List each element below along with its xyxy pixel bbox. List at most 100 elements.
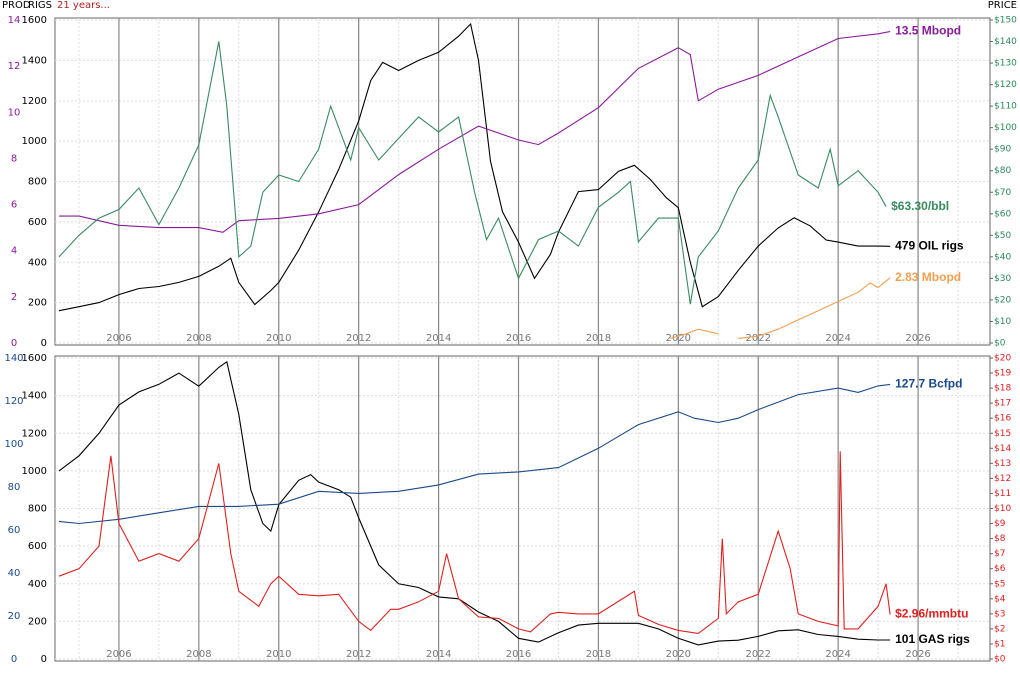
price-tick-label: $19 (994, 369, 1011, 379)
price-tick-label: $6 (994, 564, 1006, 574)
x-tick-label: 2010 (266, 333, 291, 344)
price-tick-label: $15 (994, 429, 1011, 439)
x-tick-label: 2006 (106, 333, 131, 344)
prod-tick-label: 12 (8, 61, 21, 72)
price-tick-label: $8 (994, 534, 1006, 544)
prod-tick-label: 80 (8, 482, 21, 493)
x-tick-label: 2020 (666, 333, 691, 344)
price-axis-title: PRICE (988, 0, 1017, 11)
price-tick-label: $100 (994, 123, 1017, 133)
rigs-tick-label: 600 (28, 541, 47, 552)
x-tick-label: 2026 (905, 333, 930, 344)
rigs-tick-label: 800 (28, 504, 47, 515)
rigs-tick-label: 1200 (22, 96, 47, 107)
price-tick-label: $17 (994, 399, 1011, 409)
series-line (58, 41, 887, 305)
price-tick-label: $13 (994, 459, 1011, 469)
x-tick-label: 2018 (586, 649, 611, 660)
rigs-tick-label: 400 (28, 579, 47, 590)
note: 21 years... (57, 0, 110, 11)
series-line (58, 383, 891, 525)
price-tick-label: $1 (994, 639, 1005, 649)
price-tick-label: $70 (994, 188, 1011, 198)
x-tick-label: 2010 (266, 649, 291, 660)
prod-tick-label: 100 (4, 439, 23, 450)
price-tick-label: $10 (994, 317, 1011, 327)
price-tick-label: $20 (994, 295, 1011, 305)
x-tick-label: 2012 (346, 333, 371, 344)
x-tick-label: 2026 (905, 649, 930, 660)
price-tick-label: $110 (994, 102, 1017, 112)
prod-tick-label: 120 (4, 396, 23, 407)
series-line (59, 30, 891, 233)
x-tick-label: 2016 (506, 649, 531, 660)
price-tick-label: $40 (994, 252, 1011, 262)
rigs-axis-title: RIGS (28, 0, 52, 11)
rigs-tick-label: 600 (28, 217, 47, 228)
price-tick-label: $11 (994, 489, 1011, 499)
rigs-tick-label: 0 (41, 654, 47, 665)
rigs-tick-label: 1600 (22, 15, 47, 26)
series-label: 127.7 Bcfpd (895, 377, 962, 391)
x-tick-label: 2018 (586, 333, 611, 344)
price-tick-label: $30 (994, 274, 1011, 284)
rigs-tick-label: 0 (41, 338, 47, 349)
prod-tick-label: 60 (8, 525, 21, 536)
price-tick-label: $50 (994, 231, 1011, 241)
series-line (58, 451, 891, 634)
x-tick-label: 2020 (666, 649, 691, 660)
series-label: $63.30/bbl (891, 199, 949, 213)
prod-axis-title: PROD (2, 0, 31, 11)
prod-tick-label: 6 (11, 200, 17, 211)
series-line (58, 360, 891, 646)
price-tick-label: $0 (994, 339, 1006, 349)
price-tick-label: $140 (994, 37, 1017, 47)
series-label: $2.96/mmbtu (895, 607, 968, 621)
x-tick-label: 2014 (426, 649, 451, 660)
prod-tick-label: 10 (8, 107, 21, 118)
series-label: 2.83 Mbopd (895, 270, 961, 284)
price-tick-label: $14 (994, 444, 1011, 454)
rigs-tick-label: 1000 (22, 136, 47, 147)
prod-tick-label: 14 (8, 15, 21, 26)
rigs-tick-label: 1400 (22, 55, 47, 66)
x-tick-label: 2006 (106, 649, 131, 660)
price-tick-label: $12 (994, 474, 1011, 484)
x-tick-label: 2024 (825, 333, 850, 344)
x-tick-label: 2022 (746, 649, 771, 660)
x-tick-label: 2014 (426, 333, 451, 344)
x-tick-label: 2008 (186, 649, 211, 660)
price-tick-label: $16 (994, 414, 1011, 424)
price-tick-label: $2 (994, 624, 1005, 634)
price-tick-label: $7 (994, 549, 1005, 559)
rigs-tick-label: 400 (28, 257, 47, 268)
series-label: 13.5 Mbopd (895, 24, 961, 38)
x-tick-label: 2008 (186, 333, 211, 344)
x-tick-label: 2016 (506, 333, 531, 344)
price-tick-label: $130 (994, 59, 1017, 69)
price-tick-label: $80 (994, 166, 1011, 176)
price-tick-label: $5 (994, 579, 1005, 589)
prod-tick-label: 140 (4, 353, 23, 364)
rigs-tick-label: 1400 (22, 391, 47, 402)
rigs-tick-label: 800 (28, 177, 47, 188)
price-tick-label: $10 (994, 504, 1011, 514)
price-tick-label: $9 (994, 519, 1006, 529)
prod-tick-label: 2 (11, 292, 17, 303)
prod-tick-label: 4 (11, 246, 17, 257)
price-tick-label: $60 (994, 209, 1011, 219)
x-tick-label: 2012 (346, 649, 371, 660)
series-label: 479 OIL rigs (895, 238, 964, 252)
price-tick-label: $3 (994, 609, 1005, 619)
series-line (670, 277, 891, 339)
price-tick-label: $120 (994, 80, 1017, 90)
prod-tick-label: 20 (8, 611, 21, 622)
rigs-tick-label: 200 (28, 298, 47, 309)
prod-tick-label: 0 (11, 654, 17, 665)
x-tick-label: 2022 (746, 333, 771, 344)
plot-area (54, 17, 991, 346)
price-tick-label: $20 (994, 354, 1011, 364)
rigs-tick-label: 1000 (22, 466, 47, 477)
rigs-tick-label: 200 (28, 616, 47, 627)
